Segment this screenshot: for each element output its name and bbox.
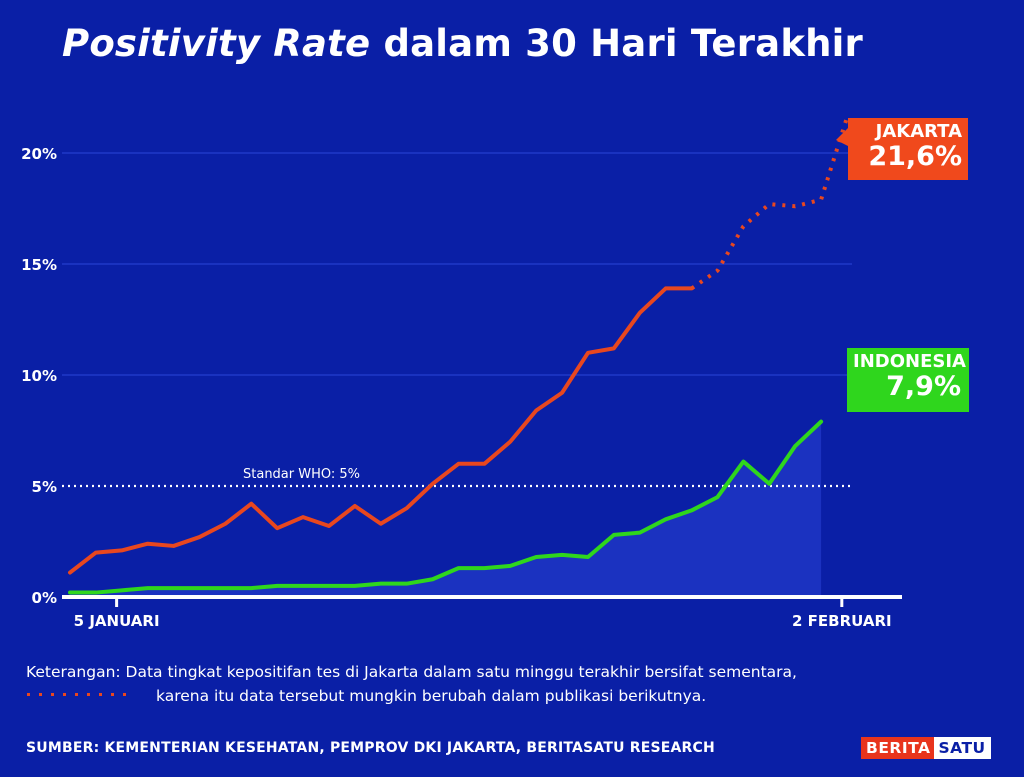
series-lines	[68, 116, 849, 595]
chart-title: Positivity Rate dalam 30 Hari Terakhir	[62, 22, 863, 65]
jakarta-callout-value: 21,6%	[868, 141, 962, 172]
indonesia-callout: INDONESIA 7,9%	[847, 348, 969, 412]
footnote-line2: karena itu data tersebut mungkin berubah…	[156, 687, 707, 705]
x-tick-label: 5 JANUARI	[74, 612, 160, 630]
title-rest: dalam 30 Hari Terakhir	[383, 22, 864, 65]
indonesia-callout-value: 7,9%	[886, 371, 961, 402]
x-tick-label: 2 FEBRUARI	[792, 612, 892, 630]
jakarta-line	[68, 286, 694, 575]
jakarta-callout-label: JAKARTA	[875, 121, 962, 142]
beritasatu-logo: BERITA SATU	[861, 737, 991, 759]
y-tick-label: 20%	[21, 145, 57, 163]
logo-part1: BERITA	[861, 737, 935, 759]
jakarta-provisional-line	[690, 116, 849, 291]
jakarta-callout: JAKARTA 21,6%	[848, 118, 968, 180]
y-tick-label: 10%	[21, 367, 57, 385]
title-italic-part: Positivity Rate	[62, 22, 371, 65]
indonesia-area	[70, 421, 822, 597]
source-text: SUMBER: KEMENTERIAN KESEHATAN, PEMPROV D…	[26, 740, 715, 756]
grid-lines	[62, 152, 852, 376]
who-reference-label: Standar WHO: 5%	[243, 467, 360, 482]
y-axis-ticks: 0% 5% 10% 15% 20%	[21, 145, 57, 607]
footnote-line1: Keterangan: Data tingkat kepositifan tes…	[26, 663, 797, 681]
y-tick-label: 15%	[21, 256, 57, 274]
y-tick-label: 5%	[32, 478, 57, 496]
indonesia-line	[68, 419, 824, 595]
x-axis-ticks: 5 JANUARI 2 FEBRUARI	[74, 597, 892, 630]
jakarta-callout-pointer	[836, 128, 848, 146]
y-tick-label: 0%	[32, 589, 57, 607]
footnote: Keterangan: Data tingkat kepositifan tes…	[26, 660, 1006, 708]
indonesia-callout-label: INDONESIA	[853, 351, 966, 372]
logo-part2: SATU	[934, 737, 991, 759]
